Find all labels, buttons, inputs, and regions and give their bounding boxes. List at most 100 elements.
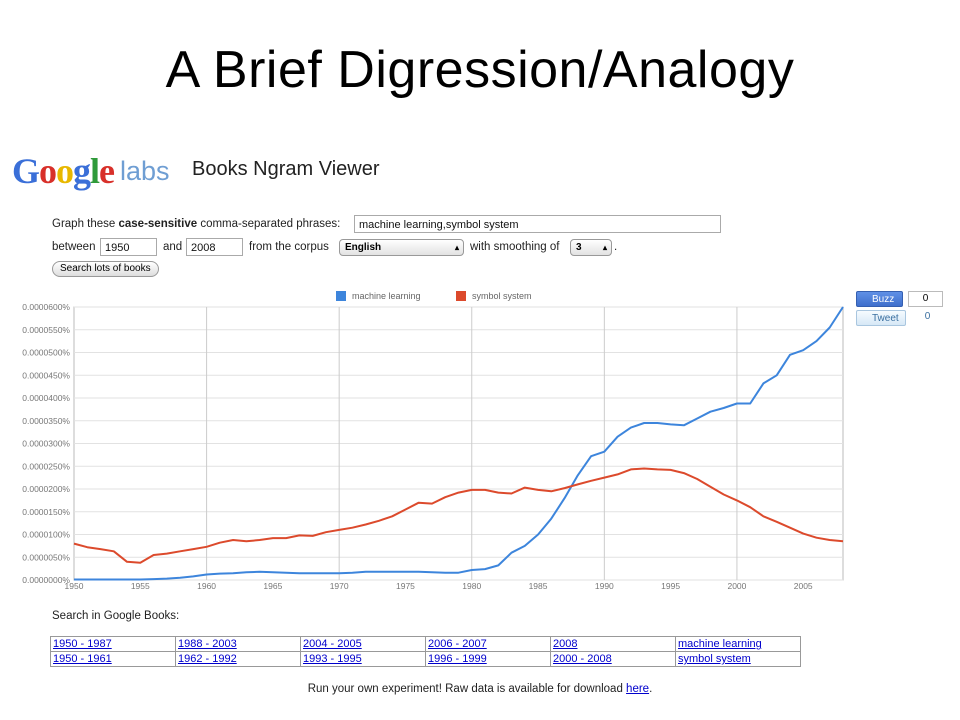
- books-search-cell: 1996 - 1999: [425, 651, 551, 667]
- end-year-input[interactable]: 2008: [186, 238, 243, 256]
- graph-suffix: comma-separated phrases:: [197, 218, 341, 230]
- books-search-link[interactable]: 1988 - 2003: [178, 638, 237, 650]
- logo-letter-l: l: [90, 151, 100, 191]
- y-tick-label: 0.0000600%: [22, 302, 70, 312]
- google-logo-text: Google: [12, 151, 115, 191]
- books-search-cell: 1993 - 1995: [300, 651, 426, 667]
- smoothing-value: 3: [576, 242, 582, 253]
- y-tick-label: 0.0000550%: [22, 325, 70, 335]
- logo-letter-g1: G: [12, 151, 40, 191]
- buzz-label: Buzz: [872, 294, 895, 305]
- books-search-link[interactable]: 2008: [553, 638, 578, 650]
- books-search-table: 1950 - 1987 1988 - 2003 2004 - 2005 2006 - …: [50, 636, 801, 667]
- books-search-link[interactable]: 2004 - 2005: [303, 638, 362, 650]
- books-search-cell: machine learning: [675, 636, 801, 652]
- logo-letter-e: e: [99, 151, 115, 191]
- books-search-cell: 1962 - 1992: [175, 651, 301, 667]
- chart-x-tick-labels: 1950 1955 1960 1965 1970 1975 1980 1985 1990 1995…: [65, 581, 813, 591]
- x-tick-label: 1975: [396, 581, 415, 591]
- books-search-link[interactable]: symbol system: [678, 653, 751, 665]
- graph-prefix: Graph these: [52, 218, 119, 230]
- slide-title: A Brief Digression/Analogy: [165, 41, 795, 99]
- graph-bold: case-sensitive: [118, 218, 198, 230]
- legend-swatch: [456, 291, 466, 301]
- books-search-link[interactable]: machine learning: [678, 638, 762, 650]
- y-tick-label: 0.0000000%: [22, 575, 70, 585]
- search-books-button[interactable]: Search lots of books: [52, 261, 159, 277]
- corpus-select[interactable]: English ▴: [339, 239, 464, 256]
- legend-swatch: [336, 291, 346, 301]
- books-search-cell: symbol system: [675, 651, 801, 667]
- x-tick-label: 1960: [197, 581, 216, 591]
- books-search-link[interactable]: 2000 - 2008: [553, 653, 612, 665]
- x-tick-label: 1955: [131, 581, 150, 591]
- y-tick-label: 0.0000350%: [22, 416, 70, 426]
- books-search-link[interactable]: 1996 - 1999: [428, 653, 487, 665]
- logo-letter-g2: g: [73, 151, 91, 191]
- graph-phrases-label: Graph these case-sensitive comma-separat…: [52, 218, 340, 230]
- legend-label: symbol system: [472, 291, 532, 301]
- x-tick-label: 1950: [65, 581, 84, 591]
- ngram-chart: 0.0000000% 0.0000050% 0.0000100% 0.0000150%…: [22, 291, 844, 591]
- y-tick-label: 0.0000300%: [22, 439, 70, 449]
- buzz-button[interactable]: Buzz: [856, 291, 903, 307]
- chart-legend: machine learning symbol system: [336, 291, 532, 301]
- books-search-link[interactable]: 1950 - 1961: [53, 653, 112, 665]
- smoothing-label: with smoothing of: [470, 241, 560, 253]
- books-search-cell: 1950 - 1987: [50, 636, 176, 652]
- y-tick-label: 0.0000050%: [22, 552, 70, 562]
- phrases-input[interactable]: machine learning,symbol system: [354, 215, 721, 233]
- books-search-link[interactable]: 1993 - 1995: [303, 653, 362, 665]
- x-tick-label: 1985: [529, 581, 548, 591]
- form-period: .: [614, 241, 618, 253]
- legend-label: machine learning: [352, 291, 421, 301]
- x-tick-label: 1990: [595, 581, 614, 591]
- books-search-cell: 1950 - 1961: [50, 651, 176, 667]
- books-search-row: 1950 - 1961 1962 - 1992 1993 - 1995 1996 - …: [50, 651, 801, 667]
- labs-text: labs: [120, 156, 170, 186]
- books-search-cell: 2004 - 2005: [300, 636, 426, 652]
- smoothing-select[interactable]: 3 ▴: [570, 239, 612, 256]
- y-tick-label: 0.0000250%: [22, 461, 70, 471]
- books-search-link[interactable]: 2006 - 2007: [428, 638, 487, 650]
- and-label: and: [163, 241, 183, 253]
- corpus-value: English: [345, 242, 382, 253]
- logo-letter-o1: o: [39, 151, 57, 191]
- books-search-cell: 2006 - 2007: [425, 636, 551, 652]
- books-search-cell: 2008: [550, 636, 676, 652]
- y-tick-label: 0.0000400%: [22, 393, 70, 403]
- series-line-machine-learning: [74, 306, 844, 581]
- chart-series: [73, 306, 844, 581]
- books-search-row: 1950 - 1987 1988 - 2003 2004 - 2005 2006 - …: [50, 636, 801, 652]
- books-search-link[interactable]: 1950 - 1987: [53, 638, 112, 650]
- chart-grid: [73, 306, 844, 581]
- footer-period: .: [649, 683, 653, 695]
- corpus-label: from the corpus: [249, 241, 329, 253]
- series-line-symbol-system: [73, 467, 844, 564]
- search-in-books-label: Search in Google Books:: [52, 610, 180, 622]
- y-tick-label: 0.0000100%: [22, 530, 70, 540]
- x-tick-label: 2000: [727, 581, 746, 591]
- raw-data-link[interactable]: here: [626, 683, 650, 695]
- footer-main: Run your own experiment! Raw data is ava…: [307, 683, 627, 695]
- y-tick-label: 0.0000450%: [22, 370, 70, 380]
- tweet-label: Tweet: [872, 313, 899, 324]
- footer-text: Run your own experiment! Raw data is ava…: [0, 683, 960, 695]
- app-title: Books Ngram Viewer: [192, 158, 380, 180]
- tweet-button[interactable]: Tweet: [856, 310, 906, 326]
- books-search-cell: 2000 - 2008: [550, 651, 676, 667]
- select-arrows-icon: ▴: [602, 243, 607, 252]
- chart-y-tick-labels: 0.0000000% 0.0000050% 0.0000100% 0.0000150%…: [22, 302, 70, 585]
- x-tick-label: 1970: [330, 581, 349, 591]
- x-tick-label: 1980: [462, 581, 481, 591]
- google-labs-logo[interactable]: Google labs: [12, 150, 170, 192]
- x-tick-label: 1965: [263, 581, 282, 591]
- x-tick-label: 2005: [794, 581, 813, 591]
- y-tick-label: 0.0000500%: [22, 348, 70, 358]
- y-tick-label: 0.0000150%: [22, 507, 70, 517]
- between-label: between: [52, 241, 96, 253]
- tweet-count: 0: [910, 310, 945, 326]
- y-tick-label: 0.0000200%: [22, 484, 70, 494]
- start-year-input[interactable]: 1950: [100, 238, 157, 256]
- books-search-link[interactable]: 1962 - 1992: [178, 653, 237, 665]
